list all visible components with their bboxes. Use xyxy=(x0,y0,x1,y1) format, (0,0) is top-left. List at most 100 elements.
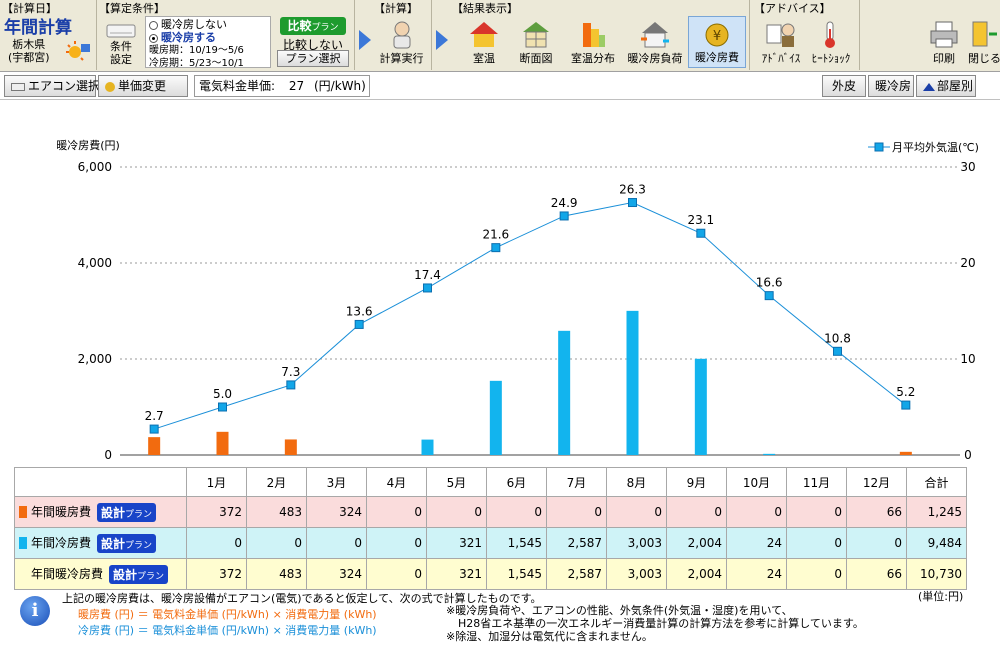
temperature-label: 10.8 xyxy=(824,331,851,345)
row-label-total-text: 年間暖冷房費 xyxy=(31,566,104,581)
temperature-label: 24.9 xyxy=(551,196,578,210)
table-cell: 0 xyxy=(366,558,427,590)
table-cell: 24 xyxy=(726,527,787,559)
table-cell: 0 xyxy=(246,527,307,559)
note-main: 上記の暖冷房費は、暖冷房設備がエアコン(電気)であると仮定して、次の式で計算した… xyxy=(62,592,542,605)
result-temp-dist-label: 室温分布 xyxy=(571,52,615,65)
table-header-cell: 4月 xyxy=(366,467,427,497)
table-header-row: 1月 2月 3月 4月 5月 6月 7月 8月 9月 10月 11月 12月 合… xyxy=(14,467,967,497)
cost-table: 1月 2月 3月 4月 5月 6月 7月 8月 9月 10月 11月 12月 合… xyxy=(14,467,967,590)
table-cell: 321 xyxy=(426,558,487,590)
note-method-2: H28省エネ基準の一次エネルギー消費量計算の計算方法を参考に計算しています。 xyxy=(458,617,864,630)
design-plan-badge[interactable]: 設計プラン xyxy=(97,533,157,553)
tab-envelope[interactable]: 外皮 xyxy=(822,75,866,97)
formula-heating: 暖房費 (円) ＝ 電気料金単価 (円/kWh) × 消費電力量 (kWh) xyxy=(78,608,377,621)
plan-badge-text: 設計 xyxy=(101,505,126,520)
table-cell: 2,004 xyxy=(666,527,727,559)
table-cell: 483 xyxy=(246,558,307,590)
compare-badge-text: 比較 xyxy=(287,19,312,33)
table-cell-total: 1,245 xyxy=(906,496,967,528)
temperature-label: 17.4 xyxy=(414,268,441,282)
run-calc-button[interactable]: 計算実行 xyxy=(374,16,429,68)
y2-tick-label: 30 xyxy=(960,160,975,174)
print-button[interactable]: 印刷 xyxy=(924,16,964,68)
table-cell: 0 xyxy=(846,527,907,559)
table-cell: 321 xyxy=(426,527,487,559)
table-cell: 0 xyxy=(186,527,247,559)
table-row-total: 年間暖冷房費 設計プラン 372 483 324 0 321 1,545 2,58… xyxy=(14,558,967,590)
advice-button[interactable]: ｱﾄﾞﾊﾞｲｽ xyxy=(758,16,804,68)
radio-no-aircon[interactable]: 暖冷房しない xyxy=(149,18,267,31)
table-cell: 3,003 xyxy=(606,527,667,559)
radio-aircon-label: 暖冷房する xyxy=(161,31,216,44)
result-cost-button[interactable]: ¥ 暖冷房費 xyxy=(688,16,746,68)
result-temp-dist-button[interactable]: 室温分布 xyxy=(564,16,622,68)
heating-period: 暖房期：10/19～5/6 xyxy=(149,45,244,56)
temperature-label: 26.3 xyxy=(619,183,646,197)
conditions-header: 【算定条件】 xyxy=(99,2,165,15)
table-cell: 0 xyxy=(786,558,847,590)
heat-shock-button[interactable]: ﾋｰﾄｼｮｯｸ xyxy=(806,16,856,68)
table-header-cell: 合計 xyxy=(906,467,967,497)
temperature-point xyxy=(354,319,364,329)
temperature-point xyxy=(559,211,569,221)
print-label: 印刷 xyxy=(933,52,955,65)
arrow-icon-1 xyxy=(359,30,371,50)
result-section-button[interactable]: 断面図 xyxy=(512,16,560,68)
section-icon xyxy=(520,19,552,49)
temperature-label: 16.6 xyxy=(756,276,783,290)
table-header-cell: 11月 xyxy=(786,467,847,497)
unit-price-change-button[interactable]: 単価変更 xyxy=(98,75,188,97)
condition-settings-button[interactable]: 条件 設定 xyxy=(101,16,141,68)
temperature-label: 21.6 xyxy=(482,228,509,242)
y-tick-label: 2,000 xyxy=(78,352,112,366)
plan-badge-small: プラン xyxy=(137,571,165,582)
heat-load-icon xyxy=(639,19,671,49)
heating-bar xyxy=(148,437,161,455)
exit-door-icon xyxy=(967,19,999,49)
table-cell: 0 xyxy=(306,527,367,559)
advisor-icon xyxy=(765,19,797,49)
table-cell: 0 xyxy=(366,496,427,528)
row-label-cooling-text: 年間冷房費 xyxy=(31,535,92,550)
calc-header: 【計算】 xyxy=(374,2,418,15)
table-cell: 324 xyxy=(306,558,367,590)
table-cell-total: 10,730 xyxy=(906,558,967,590)
temperature-label: 5.0 xyxy=(213,387,232,401)
footer-notes: i 上記の暖冷房費は、暖冷房設備がエアコン(電気)であると仮定して、次の式で計算… xyxy=(0,588,1000,652)
temperature-point xyxy=(491,243,501,253)
table-cell: 0 xyxy=(366,527,427,559)
table-header-cell: 6月 xyxy=(486,467,547,497)
temperature-point xyxy=(149,424,159,434)
close-button[interactable]: 閉じる xyxy=(966,16,1000,68)
table-header-cell: 10月 xyxy=(726,467,787,497)
table-header-cell: 2月 xyxy=(246,467,307,497)
plan-select-button[interactable]: プラン選択 xyxy=(277,50,349,67)
table-header-cell: 3月 xyxy=(306,467,367,497)
results-group: 【結果表示】 室温 断面図 室温分布 暖冷房負荷 ¥ 暖冷房費 xyxy=(450,0,750,70)
table-header-cell: 1月 xyxy=(186,467,247,497)
advice-label: ｱﾄﾞﾊﾞｲｽ xyxy=(761,52,801,65)
legend-label: 月平均外気温(℃) xyxy=(892,140,979,154)
table-cell: 0 xyxy=(486,496,547,528)
sun-icon xyxy=(64,38,92,64)
table-cell: 24 xyxy=(726,558,787,590)
result-room-temp-button[interactable]: 室温 xyxy=(460,16,508,68)
tab-aircon[interactable]: 暖冷房 xyxy=(868,75,914,97)
radio-aircon[interactable]: 暖冷房する xyxy=(149,31,267,44)
result-load-button[interactable]: 暖冷房負荷 xyxy=(624,16,686,68)
run-calc-label: 計算実行 xyxy=(379,52,424,65)
table-header-cell: 12月 xyxy=(846,467,907,497)
plan-badge-text: 設計 xyxy=(101,536,126,551)
results-header: 【結果表示】 xyxy=(452,2,518,15)
cooling-period: 冷房期：5/23～10/1 xyxy=(149,58,244,69)
aircon-select-button[interactable]: エアコン選択 xyxy=(4,75,100,97)
table-cell: 0 xyxy=(726,496,787,528)
tab-by-room[interactable]: 部屋別 xyxy=(916,75,976,97)
design-plan-badge[interactable]: 設計プラン xyxy=(109,564,169,584)
heat-shock-label: ﾋｰﾄｼｮｯｸ xyxy=(811,52,851,65)
cooling-bar xyxy=(763,453,776,455)
design-plan-badge[interactable]: 設計プラン xyxy=(97,502,157,522)
temperature-label: 23.1 xyxy=(687,213,714,227)
close-label: 閉じる xyxy=(968,52,1000,65)
